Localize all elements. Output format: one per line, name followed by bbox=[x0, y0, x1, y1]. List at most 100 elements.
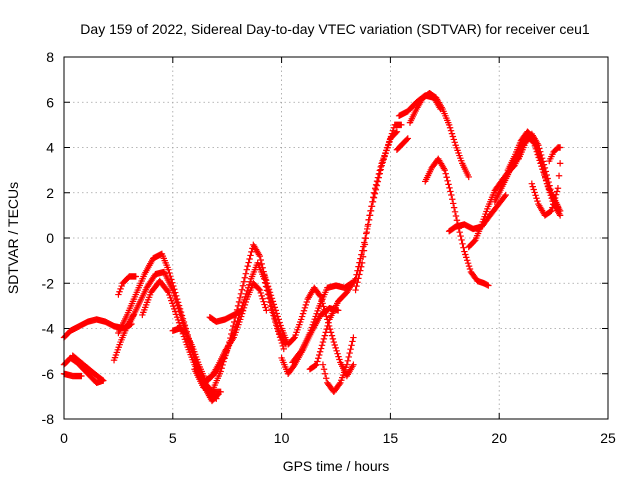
data-point bbox=[266, 289, 274, 296]
data-point bbox=[324, 322, 331, 330]
y-tick-label: -8 bbox=[42, 411, 55, 427]
data-point bbox=[301, 304, 309, 312]
data-point bbox=[298, 313, 306, 320]
data-point bbox=[556, 212, 564, 219]
data-point bbox=[116, 288, 123, 295]
data-point bbox=[446, 184, 453, 192]
data-point bbox=[320, 303, 327, 310]
data-point bbox=[274, 328, 282, 335]
data-point bbox=[269, 309, 276, 316]
data-point bbox=[370, 194, 377, 201]
data-point bbox=[241, 296, 248, 304]
data-point bbox=[256, 286, 264, 294]
data-point bbox=[546, 182, 553, 189]
data-point bbox=[463, 254, 470, 261]
data-point bbox=[461, 248, 468, 255]
data-point bbox=[543, 171, 550, 179]
x-tick-label: 20 bbox=[491, 430, 507, 446]
data-point bbox=[267, 292, 275, 299]
data-point bbox=[537, 151, 545, 159]
data-point bbox=[355, 275, 362, 282]
data-point bbox=[387, 133, 395, 140]
data-point bbox=[372, 181, 380, 188]
data-point bbox=[277, 322, 284, 329]
data-point bbox=[166, 291, 173, 299]
data-point bbox=[317, 345, 325, 352]
x-tick-label: 15 bbox=[383, 430, 399, 446]
data-point bbox=[302, 301, 310, 309]
data-point bbox=[501, 193, 508, 200]
data-point bbox=[170, 302, 177, 310]
data-point bbox=[362, 235, 370, 242]
data-point bbox=[256, 252, 264, 260]
data-point bbox=[168, 297, 175, 304]
data-point bbox=[231, 326, 238, 334]
data-point bbox=[275, 331, 283, 338]
data-point bbox=[274, 313, 281, 320]
data-point bbox=[485, 282, 492, 289]
data-point bbox=[451, 139, 458, 146]
y-tick-label: 0 bbox=[46, 230, 54, 246]
data-point bbox=[323, 375, 330, 382]
data-point bbox=[309, 321, 316, 328]
data-point bbox=[452, 212, 460, 220]
y-tick-label: 6 bbox=[46, 94, 54, 110]
data-point bbox=[275, 316, 282, 323]
data-point bbox=[365, 216, 372, 224]
data-point bbox=[356, 271, 363, 278]
data-point bbox=[349, 338, 356, 345]
data-point bbox=[320, 335, 328, 343]
data-point bbox=[239, 282, 247, 289]
x-axis-label: GPS time / hours bbox=[283, 458, 390, 474]
data-point bbox=[169, 286, 176, 294]
data-point bbox=[533, 195, 540, 202]
data-point bbox=[278, 339, 286, 347]
data-point bbox=[271, 315, 278, 323]
data-point bbox=[323, 325, 330, 333]
data-point bbox=[549, 204, 556, 211]
data-point bbox=[244, 287, 251, 294]
data-point bbox=[174, 316, 182, 324]
data-point bbox=[377, 163, 384, 171]
data-point bbox=[334, 350, 341, 357]
y-tick-label: 8 bbox=[46, 49, 54, 65]
data-point bbox=[344, 357, 352, 365]
data-point bbox=[348, 342, 355, 349]
data-point bbox=[308, 324, 316, 331]
data-point bbox=[246, 255, 253, 263]
data-points bbox=[60, 90, 564, 405]
data-point bbox=[297, 349, 304, 356]
data-point bbox=[539, 158, 547, 165]
data-point bbox=[239, 307, 246, 314]
data-point bbox=[311, 315, 318, 323]
data-point bbox=[448, 191, 455, 199]
y-tick-label: 2 bbox=[46, 185, 54, 201]
data-point bbox=[297, 316, 305, 323]
data-point bbox=[270, 301, 278, 308]
data-point bbox=[271, 304, 279, 311]
data-point bbox=[258, 260, 265, 268]
data-point bbox=[246, 278, 254, 285]
data-point bbox=[346, 349, 353, 357]
data-point bbox=[248, 248, 255, 256]
data-point bbox=[243, 266, 250, 273]
data-point bbox=[235, 314, 242, 322]
data-point bbox=[331, 341, 338, 349]
data-point bbox=[385, 139, 393, 146]
data-point bbox=[172, 295, 179, 303]
data-point bbox=[262, 277, 270, 284]
data-point bbox=[464, 260, 472, 267]
y-tick-labels: -8 -6 -4 -2 0 2 4 6 8 bbox=[42, 49, 55, 427]
data-point bbox=[385, 142, 392, 149]
data-point bbox=[545, 178, 552, 186]
data-point bbox=[300, 307, 308, 314]
data-point bbox=[173, 313, 181, 321]
series-track-13 bbox=[206, 307, 246, 325]
data-point bbox=[276, 319, 283, 326]
data-point bbox=[363, 228, 370, 236]
data-point bbox=[272, 307, 279, 314]
data-point bbox=[165, 289, 172, 296]
data-point bbox=[171, 292, 178, 300]
data-point bbox=[230, 329, 237, 337]
data-point bbox=[306, 329, 314, 337]
